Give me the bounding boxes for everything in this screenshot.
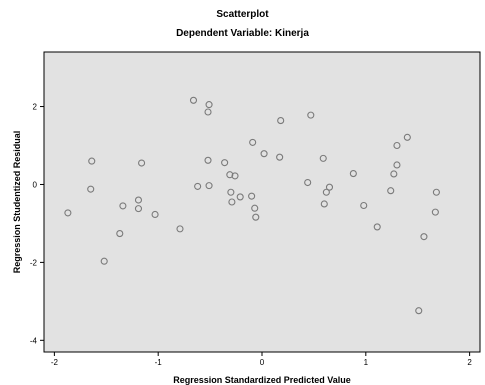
data-point [204,108,212,116]
data-point [134,196,143,204]
chart-title: Scatterplot [216,9,269,20]
data-point [277,117,285,125]
data-point [88,157,96,165]
data-point [420,233,428,241]
y-axis-label: Regression Studentized Residual [12,131,22,274]
x-tick-label: 0 [260,358,265,367]
data-point [64,209,72,217]
data-point [205,101,213,109]
x-tick-label: -2 [51,358,59,367]
plot-area [43,51,481,353]
y-tick-label: -2 [30,258,38,267]
data-point [236,193,244,201]
data-point [221,159,229,167]
data-point [432,188,440,196]
data-point [325,183,334,191]
data-point [226,171,234,179]
data-point [373,223,381,231]
data-point [87,185,95,193]
data-point [116,230,124,238]
x-tick-label: -1 [155,358,163,367]
data-point [194,182,202,190]
data-point [390,170,398,178]
data-point [252,213,260,221]
data-point [260,150,268,158]
axis-ticks: -2 -1 0 1 2 -4 -2 0 2 [30,103,473,367]
chart-subtitle: Dependent Variable: Kinerja [176,28,309,39]
data-point [227,188,235,196]
data-point [151,210,159,219]
data-point [189,96,198,104]
data-point [307,111,315,119]
data-point [228,198,236,206]
data-point [204,156,212,164]
y-tick-label: 2 [33,103,38,112]
data-point [415,307,423,315]
data-point [431,208,439,216]
data-point [205,182,213,190]
data-point [231,172,239,180]
data-point [322,188,330,196]
data-point [393,141,401,150]
data-point [319,154,327,162]
data-points [64,96,440,315]
y-tick-label: -4 [30,336,38,345]
x-axis-label: Regression Standardized Predicted Value [173,375,351,385]
data-point [393,161,401,169]
data-point [349,170,357,178]
data-point [251,204,259,212]
data-point [403,133,411,141]
x-tick-label: 1 [364,358,369,367]
data-point [320,200,328,208]
data-point [360,201,368,210]
data-point [304,178,312,187]
data-point [119,202,127,210]
data-point [276,153,284,161]
data-point [249,138,257,146]
data-point [387,187,395,195]
y-tick-label: 0 [33,180,38,189]
data-point [176,225,184,233]
data-point [248,192,256,200]
data-point [134,205,143,213]
data-point [138,159,146,167]
data-point [100,257,108,265]
x-tick-label: 2 [467,358,472,367]
